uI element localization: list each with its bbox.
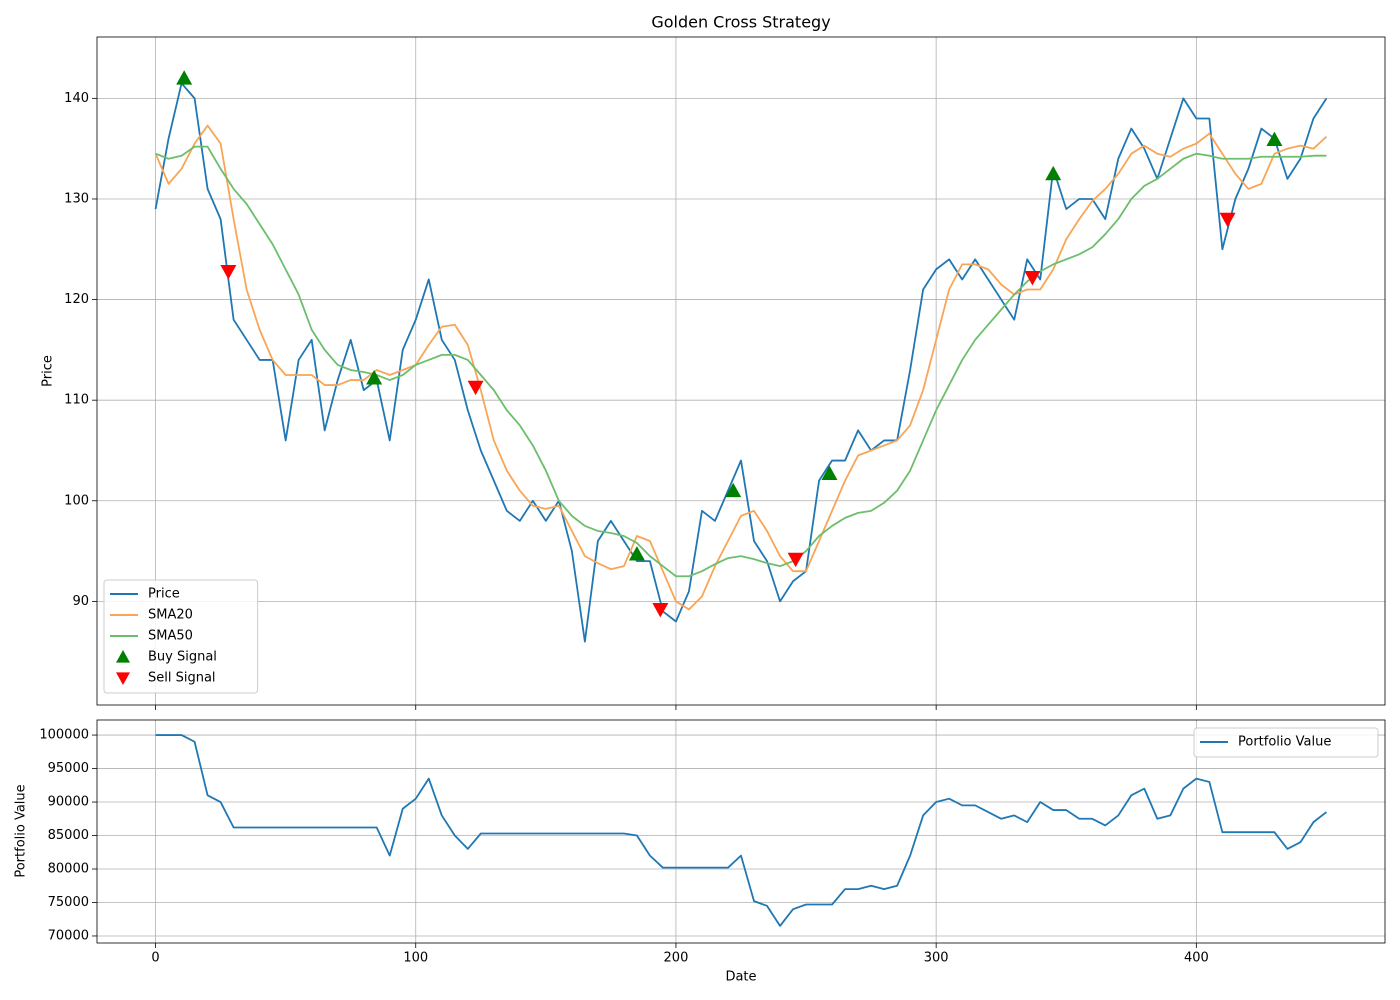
legend-label: Buy Signal: [148, 650, 217, 665]
y-tick-label: 80000: [48, 862, 89, 877]
y-tick-label: 120: [64, 292, 89, 307]
signal-marker: [652, 603, 669, 618]
signal-marker: [176, 70, 193, 85]
y-tick-label: 130: [64, 191, 89, 206]
legend-label: SMA20: [148, 608, 193, 623]
x-tick-label: 200: [664, 951, 689, 966]
y-axis-label: Price: [41, 355, 56, 387]
x-tick-label: 0: [151, 951, 159, 966]
chart-title: Golden Cross Strategy: [651, 13, 830, 32]
signal-marker: [725, 482, 742, 498]
y-tick-label: 140: [64, 91, 89, 106]
legend-label: SMA50: [148, 629, 193, 644]
legend-box: [1193, 727, 1379, 758]
signal-marker: [787, 552, 804, 568]
x-tick-label: 300: [924, 951, 949, 966]
y-tick-label: 100: [64, 493, 89, 508]
legend-label: Portfolio Value: [1238, 735, 1331, 750]
y-tick-label: 85000: [48, 828, 89, 843]
legend-symbol: [116, 672, 130, 685]
signal-marker: [1045, 165, 1062, 181]
x-tick-label: 100: [403, 951, 428, 966]
y-tick-label: 90: [72, 594, 89, 609]
legend-label: Sell Signal: [148, 671, 216, 686]
signal-marker: [366, 370, 383, 385]
signal-marker: [1219, 212, 1236, 228]
y-tick-label: 75000: [48, 895, 89, 910]
line-series: [154, 124, 1328, 611]
y-tick-label: 90000: [48, 795, 89, 810]
x-tick-label: 400: [1184, 951, 1209, 966]
y-axis-label: Portfolio Value: [14, 784, 29, 877]
axes-frame: [96, 719, 1386, 944]
y-tick-label: 110: [64, 393, 89, 408]
y-tick-label: 95000: [48, 761, 89, 776]
legend-label: Price: [148, 587, 180, 602]
plot-area: [154, 70, 1328, 643]
line-series: [155, 145, 1327, 578]
signal-marker: [1266, 131, 1283, 147]
line-series: [154, 82, 1328, 643]
signal-marker: [220, 265, 237, 280]
line-series: [155, 734, 1327, 927]
x-axis-label: Date: [725, 970, 756, 985]
signal-marker: [821, 465, 838, 481]
axes-frame: [96, 36, 1386, 706]
plot-area: [155, 734, 1327, 927]
legend-box: [103, 579, 259, 694]
y-tick-label: 100000: [39, 728, 89, 743]
legend-symbol: [116, 650, 130, 663]
signal-marker: [628, 546, 645, 561]
signal-marker: [1024, 271, 1041, 286]
signal-marker: [467, 380, 484, 396]
y-tick-label: 70000: [48, 928, 89, 943]
